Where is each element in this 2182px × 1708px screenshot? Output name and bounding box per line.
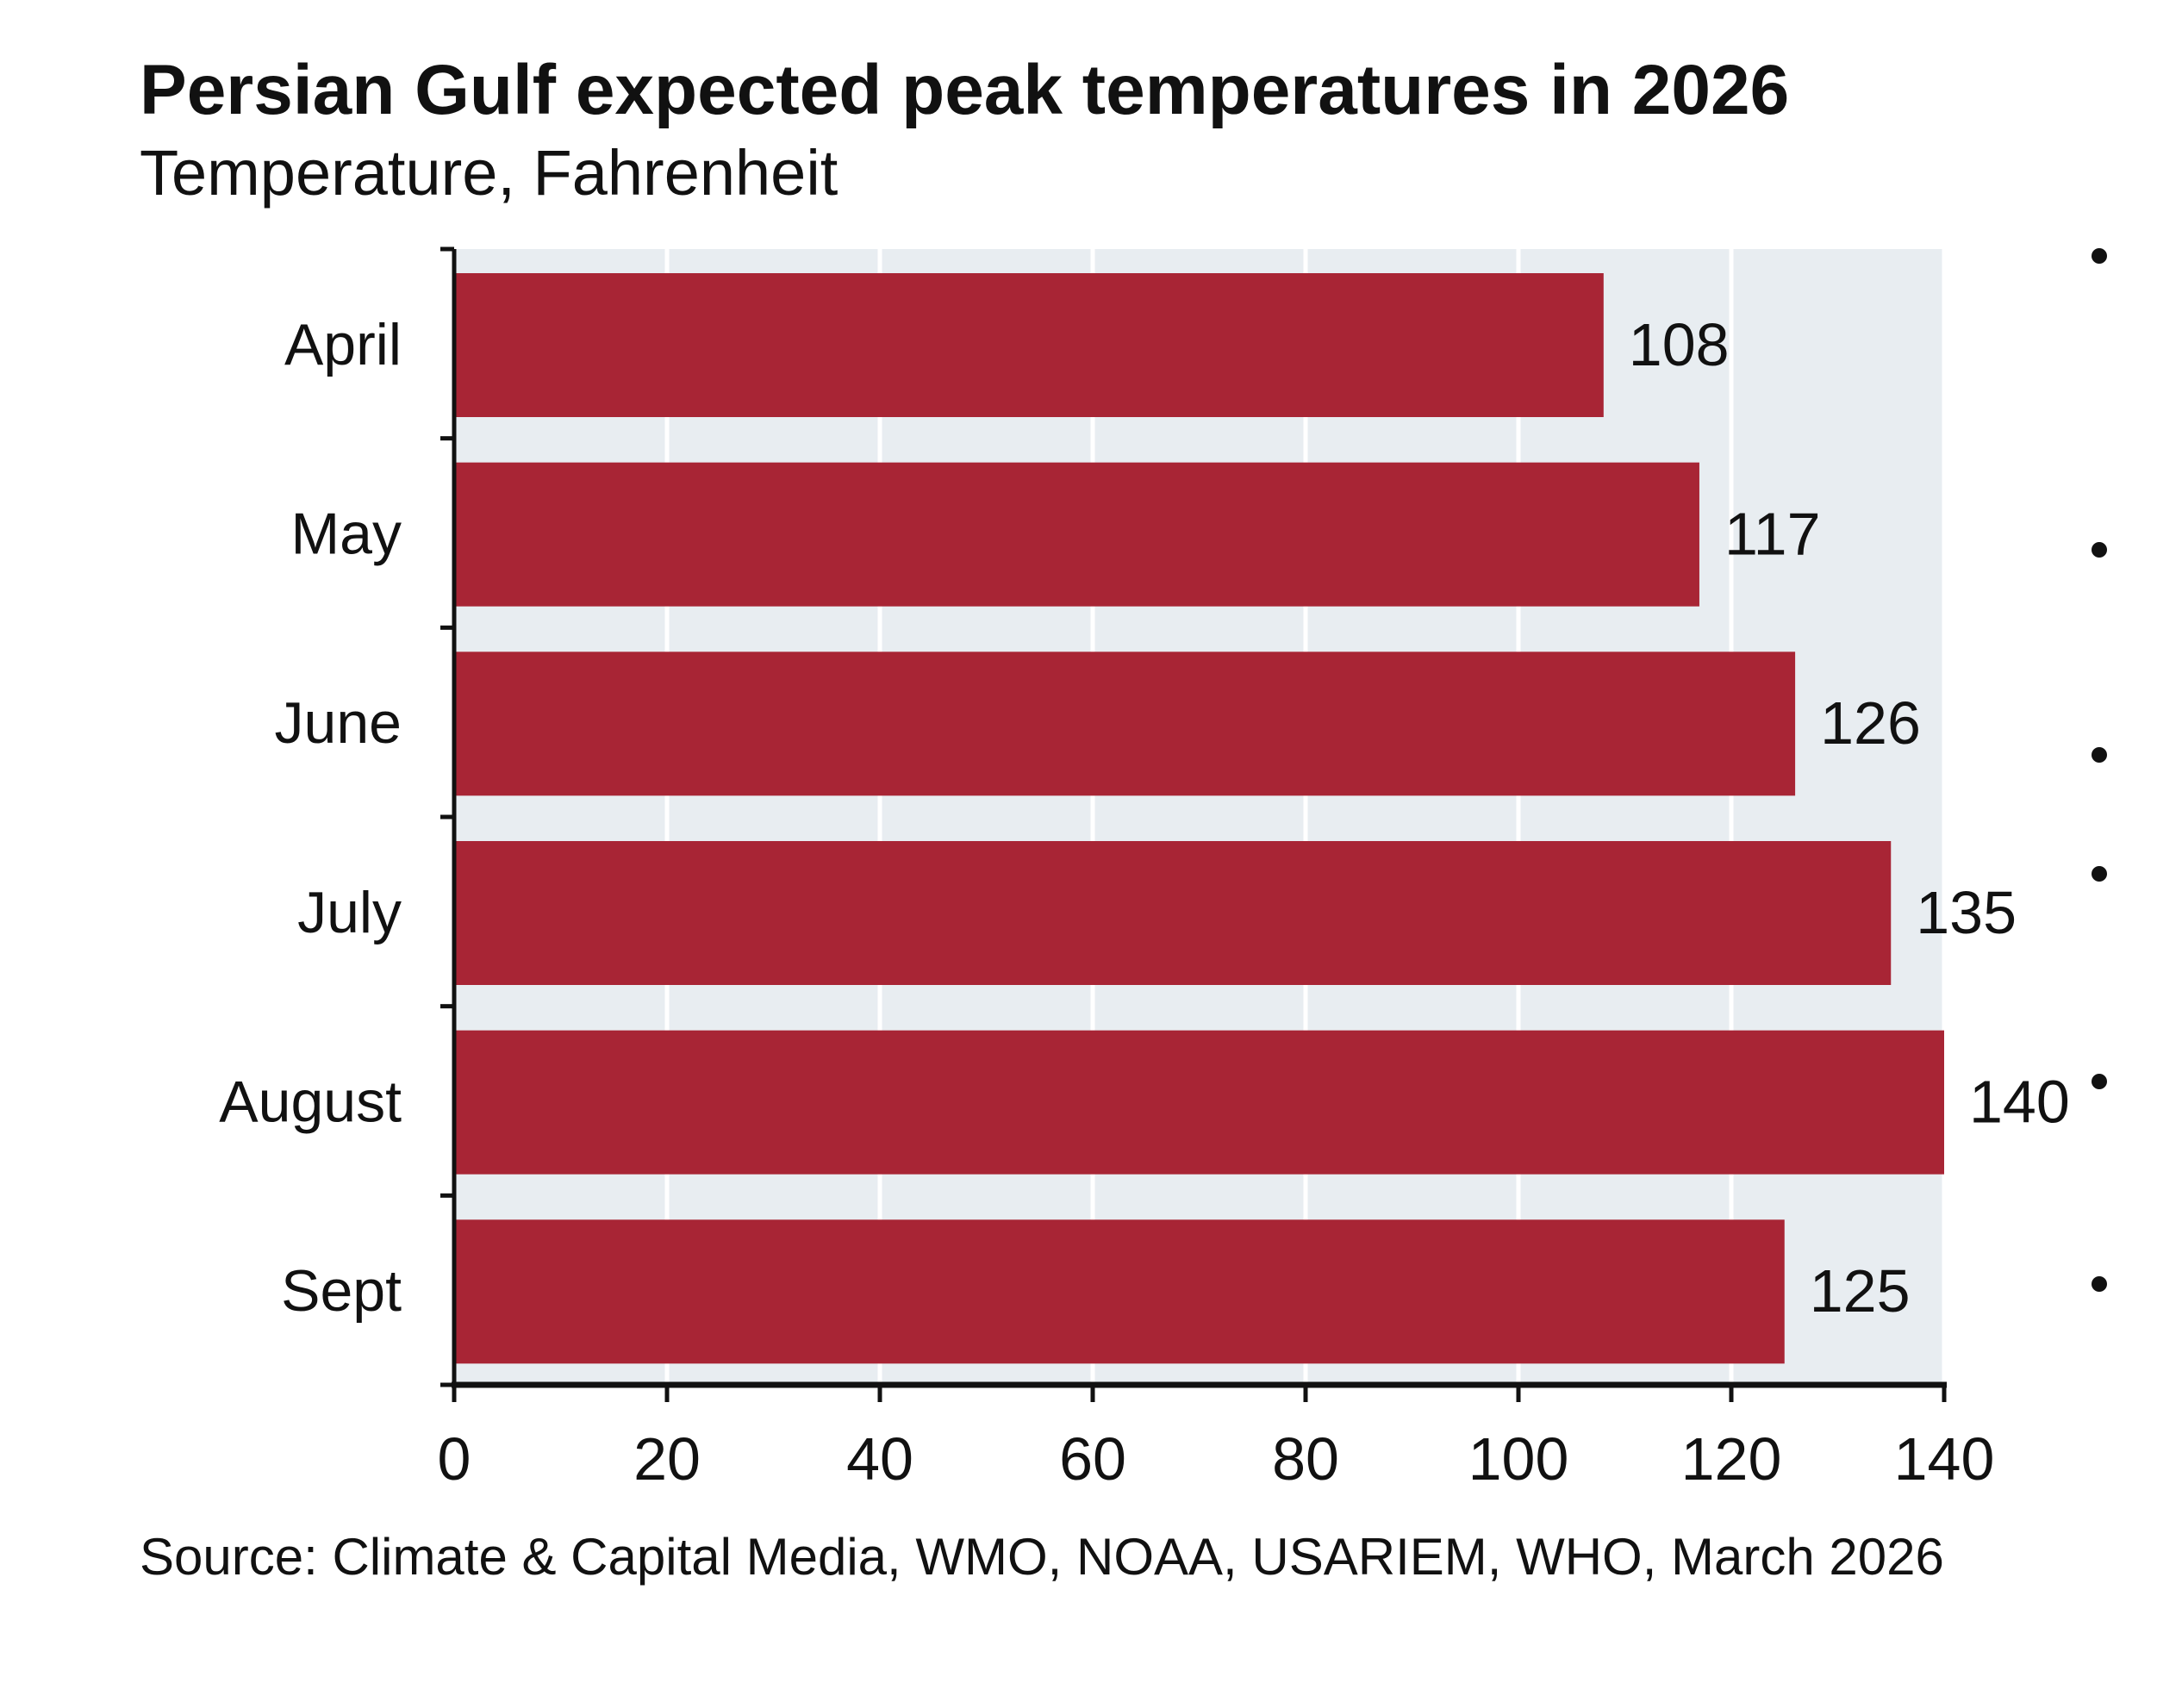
gridlines xyxy=(452,249,1947,1385)
bar-july xyxy=(454,841,1892,985)
category-label: June xyxy=(275,690,402,756)
chart-subtitle: Temperature, Fahrenheit xyxy=(140,137,839,209)
category-label: August xyxy=(219,1069,402,1135)
x-tick-label: 20 xyxy=(633,1425,701,1493)
bullet-dot-icon xyxy=(2092,1074,2107,1089)
bullet-dot-icon xyxy=(2092,542,2107,558)
axes xyxy=(440,246,1947,1402)
stray-bullets xyxy=(2092,248,2107,1292)
x-tick-label: 0 xyxy=(438,1425,471,1493)
data-label: 140 xyxy=(1969,1069,2070,1136)
category-label: April xyxy=(284,312,402,377)
x-tick-label: 120 xyxy=(1681,1425,1782,1493)
x-tick-label: 60 xyxy=(1059,1425,1126,1493)
data-label: 117 xyxy=(1724,501,1821,568)
category-label: July xyxy=(297,880,402,945)
bar-may xyxy=(454,462,1699,607)
plot-background xyxy=(454,249,1944,1385)
data-label: 108 xyxy=(1629,311,1730,378)
bullet-dot-icon xyxy=(2092,248,2107,264)
chart-title: Persian Gulf expected peak temperatures … xyxy=(140,51,1790,129)
x-tick-label: 80 xyxy=(1272,1425,1339,1493)
bars xyxy=(454,273,1944,1364)
bullet-dot-icon xyxy=(2092,1276,2107,1292)
x-tick-label: 40 xyxy=(846,1425,913,1493)
bar-april xyxy=(454,273,1604,417)
bar-august xyxy=(454,1030,1944,1175)
category-label: May xyxy=(291,502,402,567)
x-tick-label: 100 xyxy=(1468,1425,1569,1493)
data-label: 126 xyxy=(1820,689,1921,757)
data-label: 125 xyxy=(1810,1257,1911,1325)
source-note: Source: Climate & Capital Media, WMO, NO… xyxy=(140,1528,1944,1586)
bullet-dot-icon xyxy=(2092,747,2107,763)
x-tick-label: 140 xyxy=(1894,1425,1995,1493)
bullet-dot-icon xyxy=(2092,866,2107,882)
bar-sept xyxy=(454,1219,1785,1364)
labels: 108 April 117 May 126 June 135 July 140 August 125… xyxy=(219,311,2070,1493)
data-label: 135 xyxy=(1916,879,2017,946)
bar-june xyxy=(454,651,1796,796)
category-label: Sept xyxy=(281,1258,402,1324)
